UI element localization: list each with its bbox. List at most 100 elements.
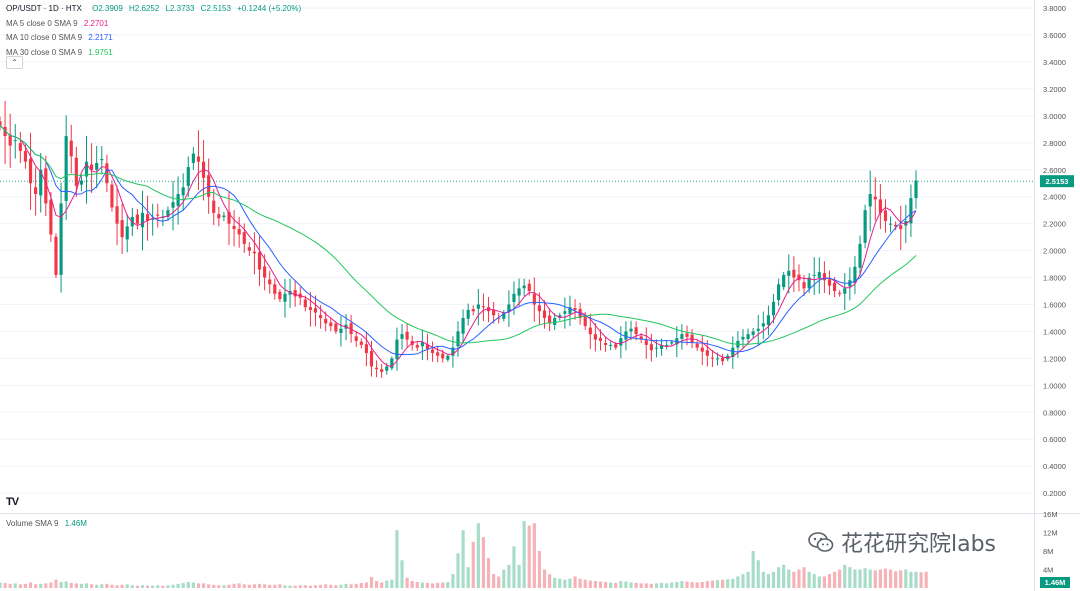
volume-bar [721, 579, 725, 588]
candle-body [914, 180, 918, 199]
indicator-ma10[interactable]: MA 10 close 0 SMA 9 2.2171 [6, 33, 301, 48]
candle-body [685, 333, 689, 337]
volume-bar [288, 585, 292, 588]
volume-bar [705, 581, 709, 588]
candle-body [166, 210, 170, 217]
volume-bar [257, 583, 262, 588]
volume-bar [899, 570, 903, 588]
volume-bar [787, 569, 791, 588]
candle-body [436, 352, 440, 356]
candle-body [395, 339, 399, 360]
volume-bar [181, 582, 185, 588]
volume-bar [34, 584, 38, 588]
candle-body [568, 307, 572, 314]
candle-body [222, 215, 226, 218]
volume-bar [115, 585, 119, 588]
candle-body [186, 167, 190, 186]
candle-body [812, 274, 816, 276]
volume-legend[interactable]: Volume SMA 9 1.46M [6, 519, 87, 528]
volume-bar [797, 569, 801, 588]
volume-tick-label: 12M [1043, 529, 1058, 538]
candle-body [339, 328, 343, 333]
volume-bar [909, 571, 913, 588]
volume-bar [0, 582, 2, 588]
watermark-text: 花花研究院labs [841, 532, 997, 557]
volume-bar [512, 546, 516, 588]
candle-body [553, 317, 557, 325]
candle-body [0, 121, 2, 126]
price-tick-label: 1.4000 [1043, 327, 1066, 336]
tradingview-logo[interactable]: TV [6, 496, 19, 508]
candle-body [802, 282, 806, 289]
candle-body [441, 353, 445, 359]
candle-body [217, 214, 221, 219]
price-tick-label: 3.4000 [1043, 58, 1066, 67]
candle-body [782, 274, 786, 288]
candle-body [237, 229, 241, 235]
candle-body [140, 212, 145, 228]
collapse-legend-button[interactable]: ⌃ [6, 56, 23, 69]
candle-body [334, 323, 338, 332]
candle-body [629, 328, 633, 332]
candle-body [207, 175, 211, 197]
indicator-ma5-value: 2.2701 [83, 18, 109, 28]
volume-bar [802, 567, 806, 588]
volume-bar [3, 582, 7, 588]
price-tick-label: 2.2000 [1043, 220, 1066, 229]
watermark: 花花研究院labs [808, 526, 996, 558]
indicator-ma5[interactable]: MA 5 close 0 SMA 9 2.2701 [6, 19, 301, 34]
volume-bar [232, 583, 236, 588]
candle-body [49, 199, 53, 235]
candle-body [79, 180, 83, 185]
candle-body [273, 284, 277, 294]
volume-bar [140, 585, 145, 588]
candle-body [13, 140, 17, 142]
candle-body [120, 220, 124, 238]
volume-tick-label: 8M [1043, 547, 1053, 556]
candle-body [64, 136, 68, 201]
volume-bar [329, 584, 333, 588]
volume-bar [273, 584, 277, 588]
volume-bar [222, 585, 226, 588]
price-tick-label: 0.6000 [1043, 435, 1066, 444]
candle-body [135, 214, 139, 224]
candle-body [125, 226, 129, 240]
candle-body [481, 306, 486, 308]
volume-bar [13, 583, 17, 588]
candle-body [375, 367, 379, 370]
candle-body [888, 223, 893, 225]
volume-bar [79, 583, 83, 588]
candle-body [532, 293, 536, 305]
volume-bar [858, 569, 862, 588]
volume-bar [792, 571, 796, 588]
last-volume-label: 1.46M [1045, 578, 1066, 587]
candle-body [497, 317, 501, 319]
volume-bar [161, 585, 165, 588]
volume-bar [843, 564, 847, 588]
candle-body [710, 357, 715, 359]
symbol-label[interactable]: OP/USDT · 1D · HTX [6, 4, 82, 13]
ohlc-change: +0.1244 (+5.20%) [237, 4, 302, 13]
volume-bar [8, 583, 12, 588]
candle-body [385, 366, 389, 371]
candle-body [8, 134, 12, 146]
volume-bar [441, 582, 445, 588]
volume-bar [405, 577, 409, 588]
volume-bar [23, 583, 28, 588]
candle-body [156, 214, 160, 216]
price-tick-label: 0.8000 [1043, 408, 1066, 417]
volume-bar [319, 584, 323, 588]
volume-bar [502, 569, 506, 588]
candle-body [471, 309, 475, 312]
candle-body [644, 340, 648, 345]
volume-bar [410, 581, 414, 588]
symbol-row: OP/USDT · 1D · HTX O2.3909 H2.6252 L2.37… [6, 4, 301, 19]
volume-bar [446, 581, 450, 588]
candle-body [28, 158, 33, 184]
candle-body [822, 273, 826, 281]
indicator-ma30[interactable]: MA 30 close 0 SMA 9 1.9751 [6, 48, 301, 63]
volume-bar [593, 581, 597, 588]
volume-bar [924, 571, 928, 588]
candle-body [909, 198, 913, 224]
